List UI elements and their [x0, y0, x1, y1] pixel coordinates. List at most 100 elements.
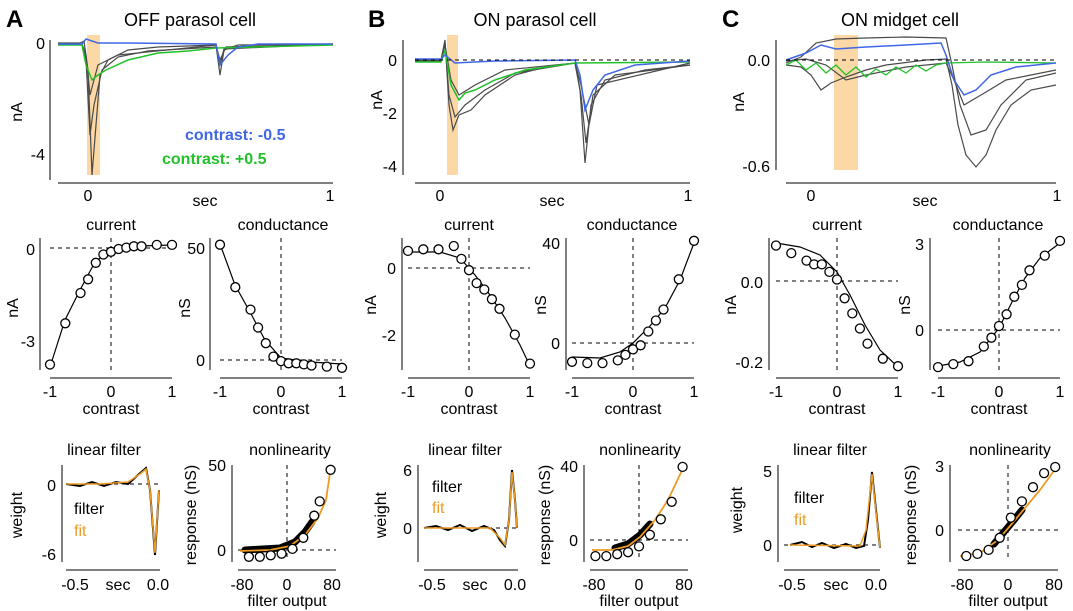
nonlin-xtick-b-1: 0 [635, 577, 644, 594]
filter-ytick-c-1: 0 [763, 538, 772, 555]
data-point [486, 294, 498, 305]
data-point [456, 253, 467, 265]
data-point [243, 551, 255, 562]
conductance-points-b [566, 235, 700, 369]
trace-lines-b [415, 39, 691, 164]
current-ylabel-b: nA [363, 295, 380, 315]
conductance-xlabel-b: contrast [605, 401, 662, 418]
nonlin-ytick-c-0: 3 [935, 459, 944, 476]
nonlin-xtick-a-1: 0 [283, 577, 292, 594]
filter-ytick-a-0: 0 [47, 478, 56, 495]
nonlin-xtick-b-0: -80 [582, 577, 605, 594]
nonlin-ylabel-b: response (nS) [537, 465, 554, 566]
filter-xtick-a-0: -0.5 [61, 577, 89, 594]
nonlin-xtick-a-0: -80 [230, 577, 253, 594]
trace-xtick-b-0: 0 [436, 188, 445, 205]
conductance-xtick-c-0: -1 [931, 384, 945, 401]
data-point [1050, 461, 1061, 473]
current-xlabel-a: contrast [83, 401, 140, 418]
current-plot-a: current nA 0 -3 -1 0 1 contrast [5, 217, 178, 418]
trace-ytick-c-0: 0.0 [748, 53, 770, 70]
nonlin-fit-b [592, 465, 685, 551]
data-point [1001, 309, 1012, 320]
conductance-ylabel-a: nS [177, 298, 194, 318]
data-point [433, 244, 444, 255]
current-xtick-a-1: 0 [107, 384, 116, 401]
trace-xtick-a-1: 1 [326, 188, 335, 205]
data-point [612, 355, 623, 366]
data-point [612, 549, 623, 560]
filter-legend-filter-b: filter [432, 479, 463, 496]
current-ytick-c-1: -0.2 [735, 355, 763, 372]
data-point [82, 274, 94, 285]
nonlin-cloud-b [611, 520, 654, 552]
data-point [854, 323, 866, 334]
conductance-xlabel-c: contrast [971, 401, 1028, 418]
stimulus-shade-c [834, 35, 858, 170]
filter-xtick-b-1: 0.0 [504, 577, 526, 594]
data-point [276, 548, 287, 559]
nonlin-title-a: nonlinearity [249, 442, 331, 459]
data-point [1054, 235, 1066, 247]
nonlin-xlabel-b: filter output [599, 593, 679, 610]
nonlin-ytick-b-1: 0 [569, 533, 578, 550]
trace-ytick-b-1: -2 [383, 106, 397, 123]
data-point [892, 361, 904, 372]
trace-a3 [58, 43, 334, 96]
column-b: B ON parasol cell nA 0 -2 -4 0 1 sec cur… [363, 6, 700, 610]
trace-ytick-a-0: 0 [36, 36, 45, 53]
data-point [524, 358, 536, 369]
current-ytick-a-1: -3 [21, 334, 35, 351]
data-point [336, 362, 348, 373]
filter-xlabel-a: sec [106, 577, 131, 594]
panel-letter-b: B [368, 6, 385, 33]
conductance-ylabel-b: nS [533, 295, 550, 315]
current-xtick-a-2: 1 [168, 384, 177, 401]
conductance-xtick-b-0: -1 [565, 384, 579, 401]
data-point [986, 332, 997, 343]
data-point [770, 240, 782, 251]
data-point [260, 338, 271, 349]
filter-xtick-c-1: 0.0 [865, 577, 887, 594]
nonlin-points-c [961, 461, 1061, 562]
legend-green-a: contrast: +0.5 [162, 151, 267, 168]
data-point [1016, 279, 1028, 291]
filter-legend-fit-b: fit [432, 500, 445, 517]
nonlin-xtick-a-2: 80 [323, 577, 341, 594]
filter-ylabel-a: weight [9, 491, 26, 539]
data-point [1016, 496, 1028, 507]
conductance-title-c: conductance [953, 217, 1044, 234]
stimulus-shade-b [447, 35, 458, 175]
trace-xtick-a-0: 0 [84, 188, 93, 205]
column-c: C ON midget cell nA 0.0 -0.6 0 1 sec cur… [722, 6, 1066, 610]
data-point [993, 320, 1005, 332]
current-ytick-b-0: 0 [387, 261, 396, 278]
current-xtick-b-0: -1 [401, 384, 415, 401]
filter-legend-fit-c: fit [794, 512, 807, 529]
conductance-ytick-c-0: 3 [915, 237, 924, 254]
nonlin-xtick-c-2: 80 [1045, 577, 1063, 594]
trace-c-blue [785, 42, 1057, 96]
data-point [306, 360, 317, 371]
data-point [644, 529, 656, 540]
nonlin-plot-a: nonlinearity response (nS) 50 0 -80 0 80… [183, 442, 341, 610]
data-point [655, 514, 666, 525]
trace-ytick-b-2: -4 [383, 159, 397, 176]
panel-title-c: ON midget cell [841, 10, 959, 30]
panel-letter-c: C [722, 6, 739, 33]
data-point [972, 548, 983, 560]
nonlin-ytick-b-0: 40 [560, 459, 578, 476]
trace-ytick-c-1: -0.6 [742, 159, 770, 176]
filter-trace-c [789, 471, 881, 550]
data-point [650, 315, 662, 326]
data-point [166, 239, 178, 251]
trace-c1 [785, 58, 1057, 168]
nonlin-xlabel-a: filter output [247, 593, 327, 610]
data-point [643, 326, 654, 337]
data-point [298, 532, 309, 543]
panel-title-a: OFF parasol cell [124, 10, 256, 30]
data-point [1009, 291, 1020, 302]
filter-title-c: linear filter [793, 442, 867, 459]
data-point [673, 274, 684, 285]
